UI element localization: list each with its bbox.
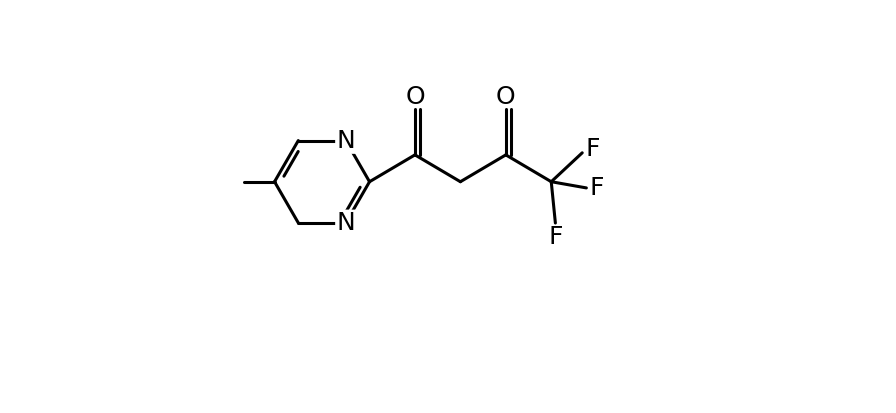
Text: N: N — [336, 211, 355, 235]
Text: O: O — [496, 85, 515, 109]
Text: F: F — [548, 225, 563, 249]
Text: O: O — [405, 85, 425, 109]
Text: N: N — [336, 128, 355, 152]
Text: F: F — [585, 137, 599, 161]
Text: F: F — [590, 176, 604, 200]
